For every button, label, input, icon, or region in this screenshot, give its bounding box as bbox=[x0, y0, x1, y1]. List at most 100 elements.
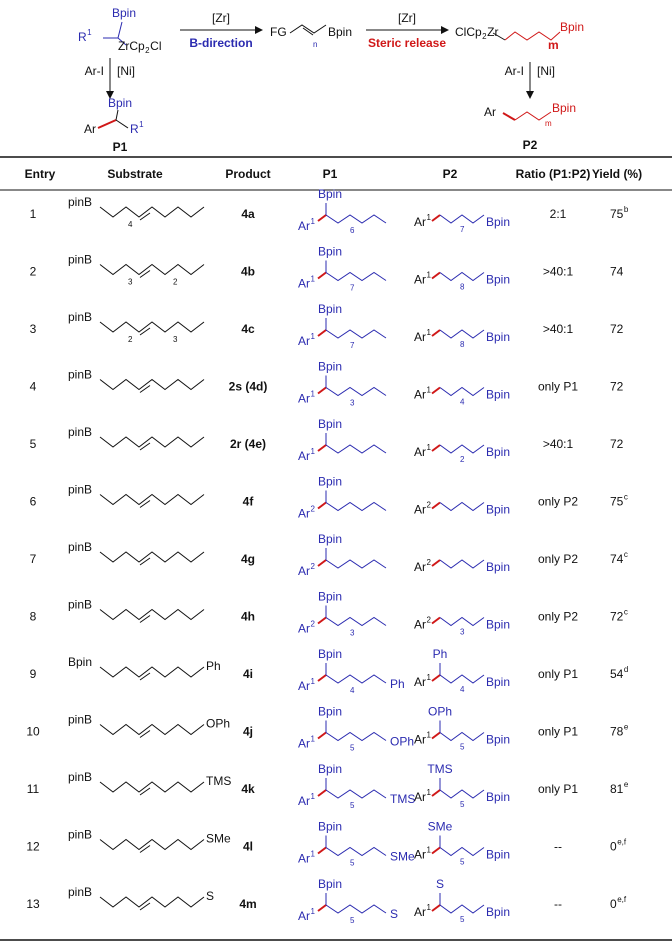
m-index: m bbox=[545, 119, 552, 128]
new-bond bbox=[317, 731, 327, 740]
bond bbox=[439, 731, 485, 742]
ratio: >40:1 bbox=[543, 265, 574, 279]
superscript: 1 bbox=[311, 792, 316, 801]
substrate-head: pinB bbox=[68, 885, 92, 899]
bond bbox=[325, 616, 387, 627]
new-bond bbox=[431, 674, 441, 682]
ratio: >40:1 bbox=[543, 322, 574, 336]
p1-tail: S bbox=[390, 907, 398, 921]
yield: 0 bbox=[610, 897, 617, 911]
footnote: e bbox=[624, 723, 629, 732]
bond bbox=[439, 501, 485, 512]
footnote: c bbox=[624, 493, 628, 502]
bpin: Bpin bbox=[486, 273, 510, 287]
superscript: 1 bbox=[311, 332, 316, 341]
new-bond bbox=[317, 329, 327, 337]
ar: Ar bbox=[298, 277, 310, 291]
ar: Ar bbox=[298, 334, 310, 348]
subscript: 3 bbox=[350, 629, 355, 638]
bond bbox=[439, 271, 485, 282]
bond bbox=[439, 616, 485, 627]
bond bbox=[325, 789, 387, 799]
bond bbox=[439, 674, 485, 684]
entry: 9 bbox=[30, 667, 37, 681]
bond bbox=[325, 501, 387, 512]
subscript: 4 bbox=[460, 685, 465, 694]
subscript: 2 bbox=[460, 455, 465, 464]
entry: 12 bbox=[26, 840, 40, 854]
bond bbox=[439, 846, 485, 857]
ratio: only P1 bbox=[538, 725, 578, 739]
bond bbox=[99, 436, 205, 448]
bpin: Bpin bbox=[318, 647, 342, 661]
bond bbox=[439, 214, 485, 224]
new-bond bbox=[317, 214, 327, 222]
bpin: Bpin bbox=[486, 503, 510, 517]
bpin: Bpin bbox=[486, 848, 510, 862]
bond bbox=[139, 845, 151, 853]
superscript: 1 bbox=[427, 788, 432, 797]
superscript: 1 bbox=[311, 390, 316, 399]
ratio: only P1 bbox=[538, 667, 578, 681]
new-bond bbox=[431, 731, 441, 740]
bond bbox=[139, 672, 151, 681]
m-index: m bbox=[548, 38, 559, 52]
bpin: Bpin bbox=[486, 330, 510, 344]
ar: Ar bbox=[298, 392, 310, 406]
bond bbox=[139, 557, 151, 566]
bond bbox=[99, 838, 205, 851]
bond bbox=[325, 731, 387, 742]
subscript: 5 bbox=[460, 858, 465, 867]
bond bbox=[325, 214, 387, 224]
bpin: Bpin bbox=[486, 445, 510, 459]
substrate-head: pinB bbox=[68, 253, 92, 267]
subscript: 3 bbox=[173, 335, 178, 344]
ratio: only P2 bbox=[538, 495, 578, 509]
footnote: e,f bbox=[617, 838, 627, 847]
new-bond bbox=[431, 501, 441, 510]
superscript: 2 bbox=[427, 616, 432, 625]
ratio: only P1 bbox=[538, 380, 578, 394]
superscript: 2 bbox=[427, 501, 432, 510]
ar: Ar bbox=[414, 905, 426, 919]
product-id: 2s (4d) bbox=[229, 380, 268, 394]
ar: Ar bbox=[414, 790, 426, 804]
column-header: Entry bbox=[25, 167, 56, 181]
bpin: Bpin bbox=[318, 475, 342, 489]
reagent: Ar-I bbox=[505, 64, 524, 78]
superscript: 1 bbox=[311, 735, 316, 744]
entry: 5 bbox=[30, 437, 37, 451]
column-header: Ratio (P1:P2) bbox=[516, 167, 591, 181]
bond bbox=[99, 378, 205, 391]
reagent: [Zr] bbox=[212, 11, 230, 25]
footnote: b bbox=[624, 205, 629, 214]
subscript: 4 bbox=[128, 220, 133, 229]
superscript: 1 bbox=[427, 213, 432, 222]
subscript: 3 bbox=[350, 399, 355, 408]
bond bbox=[99, 206, 205, 218]
entry: 13 bbox=[26, 897, 40, 911]
substrate-tail: S bbox=[206, 889, 214, 903]
substrate-tail: SMe bbox=[206, 832, 231, 846]
superscript: 1 bbox=[427, 443, 432, 452]
bpin: Bpin bbox=[112, 6, 136, 20]
subscript: 3 bbox=[128, 278, 133, 287]
ar: Ar bbox=[298, 219, 310, 233]
arrow-label: Steric release bbox=[368, 36, 446, 50]
yield: 54 bbox=[610, 667, 624, 681]
ar: Ar bbox=[414, 618, 426, 632]
reagent: [Zr] bbox=[398, 11, 416, 25]
ar: Ar bbox=[414, 560, 426, 574]
yield: 72 bbox=[610, 322, 624, 336]
subscript: 7 bbox=[350, 284, 355, 293]
column-header: P1 bbox=[323, 167, 338, 181]
column-header: P2 bbox=[443, 167, 458, 181]
subscript: 5 bbox=[460, 743, 465, 752]
bond bbox=[439, 444, 485, 454]
substrate-tail: TMS bbox=[206, 774, 231, 788]
ar: Ar bbox=[298, 909, 310, 923]
product-id: 4a bbox=[241, 207, 255, 221]
new-bond bbox=[317, 444, 327, 452]
bond bbox=[325, 559, 387, 569]
bond bbox=[139, 327, 151, 336]
